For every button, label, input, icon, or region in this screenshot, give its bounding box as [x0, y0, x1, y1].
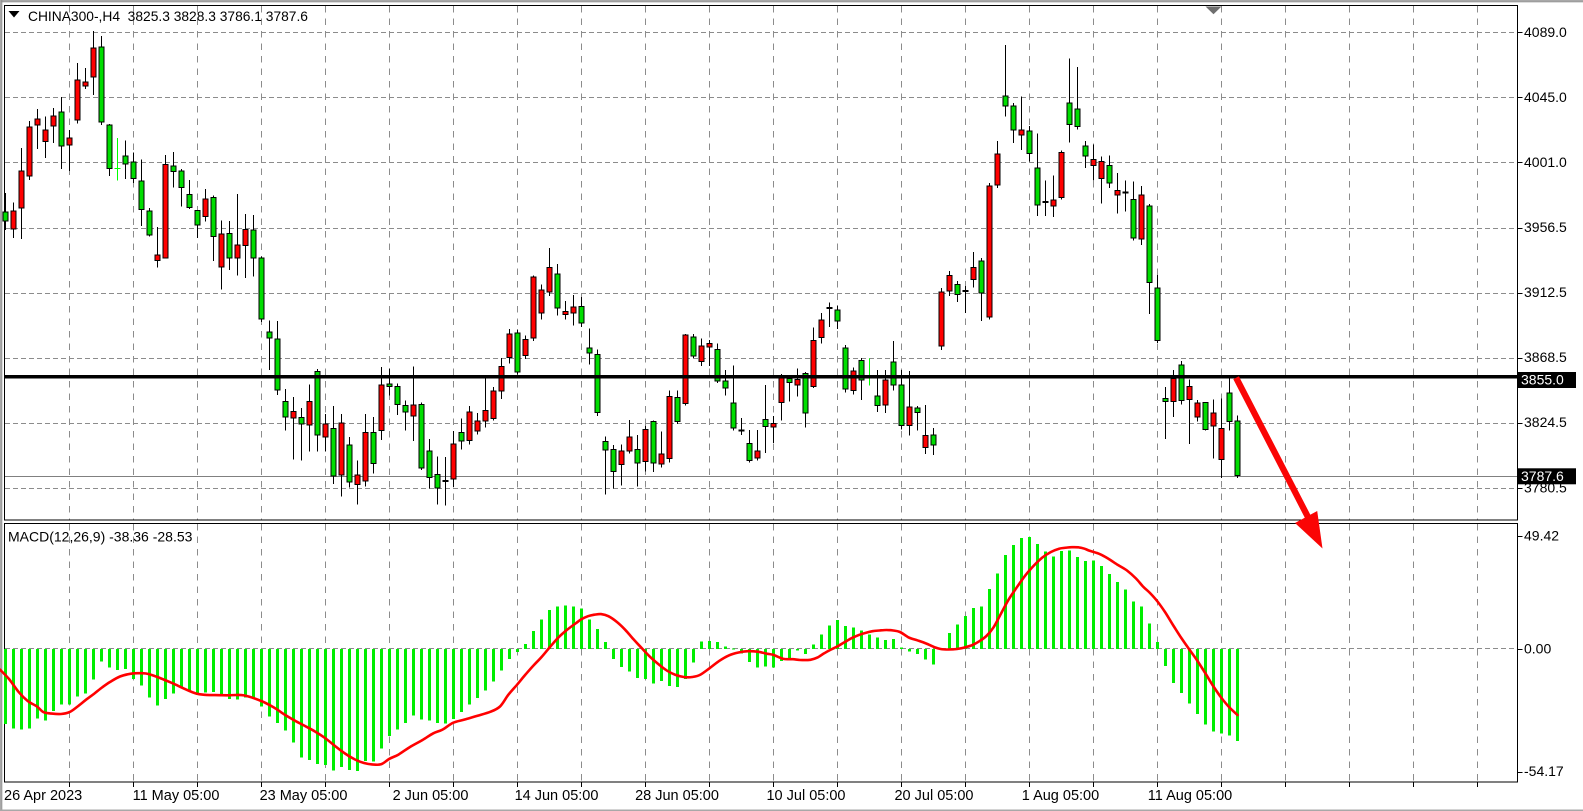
svg-text:11 Aug 05:00: 11 Aug 05:00 [1148, 788, 1232, 804]
svg-text:20 Jul 05:00: 20 Jul 05:00 [894, 788, 973, 804]
svg-text:14 Jun 05:00: 14 Jun 05:00 [515, 788, 599, 804]
svg-text:3956.5: 3956.5 [1524, 219, 1567, 235]
svg-text:23 May 05:00: 23 May 05:00 [260, 788, 348, 804]
svg-text:3824.5: 3824.5 [1524, 414, 1567, 430]
svg-text:4045.0: 4045.0 [1524, 89, 1567, 105]
svg-text:3868.5: 3868.5 [1524, 349, 1567, 365]
svg-text:MACD(12,26,9) -38.36 -28.53: MACD(12,26,9) -38.36 -28.53 [8, 529, 193, 545]
svg-text:CHINA300-,H4 3825.3 3828.3 37: CHINA300-,H4 3825.3 3828.3 3786.1 3787.6 [28, 9, 308, 24]
svg-text:2 Jun 05:00: 2 Jun 05:00 [393, 788, 469, 804]
svg-text:1 Aug 05:00: 1 Aug 05:00 [1022, 788, 1099, 804]
svg-text:3787.6: 3787.6 [1521, 468, 1564, 484]
svg-text:11 May 05:00: 11 May 05:00 [133, 788, 220, 804]
svg-text:26 Apr 2023: 26 Apr 2023 [4, 788, 82, 804]
svg-text:28 Jun 05:00: 28 Jun 05:00 [635, 788, 719, 804]
svg-text:3912.5: 3912.5 [1524, 284, 1567, 300]
svg-text:4001.0: 4001.0 [1524, 154, 1567, 170]
svg-text:0.00: 0.00 [1524, 640, 1551, 656]
svg-text:49.42: 49.42 [1524, 528, 1559, 544]
svg-text:-54.17: -54.17 [1524, 763, 1564, 779]
svg-text:10 Jul 05:00: 10 Jul 05:00 [766, 788, 845, 804]
svg-text:4089.0: 4089.0 [1524, 24, 1567, 40]
svg-text:3855.0: 3855.0 [1521, 372, 1564, 388]
